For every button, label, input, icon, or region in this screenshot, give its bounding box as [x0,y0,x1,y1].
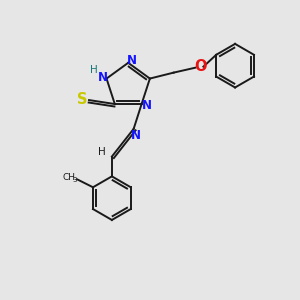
Text: N: N [127,54,137,67]
Text: H: H [90,64,98,75]
Text: S: S [77,92,87,106]
Text: 3: 3 [72,177,76,183]
Text: N: N [131,129,141,142]
Text: O: O [194,59,207,74]
Text: N: N [98,71,108,84]
Text: CH: CH [63,173,76,182]
Text: H: H [98,147,106,157]
Text: N: N [142,98,152,112]
